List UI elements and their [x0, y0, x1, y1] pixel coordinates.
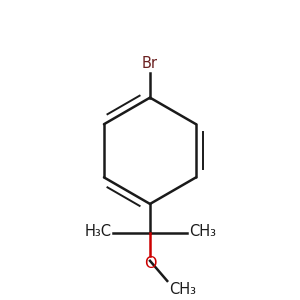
Text: CH₃: CH₃ — [189, 224, 216, 239]
Text: H₃C: H₃C — [84, 224, 111, 239]
Text: CH₃: CH₃ — [169, 282, 196, 297]
Text: Br: Br — [142, 56, 158, 71]
Text: O: O — [144, 256, 156, 271]
